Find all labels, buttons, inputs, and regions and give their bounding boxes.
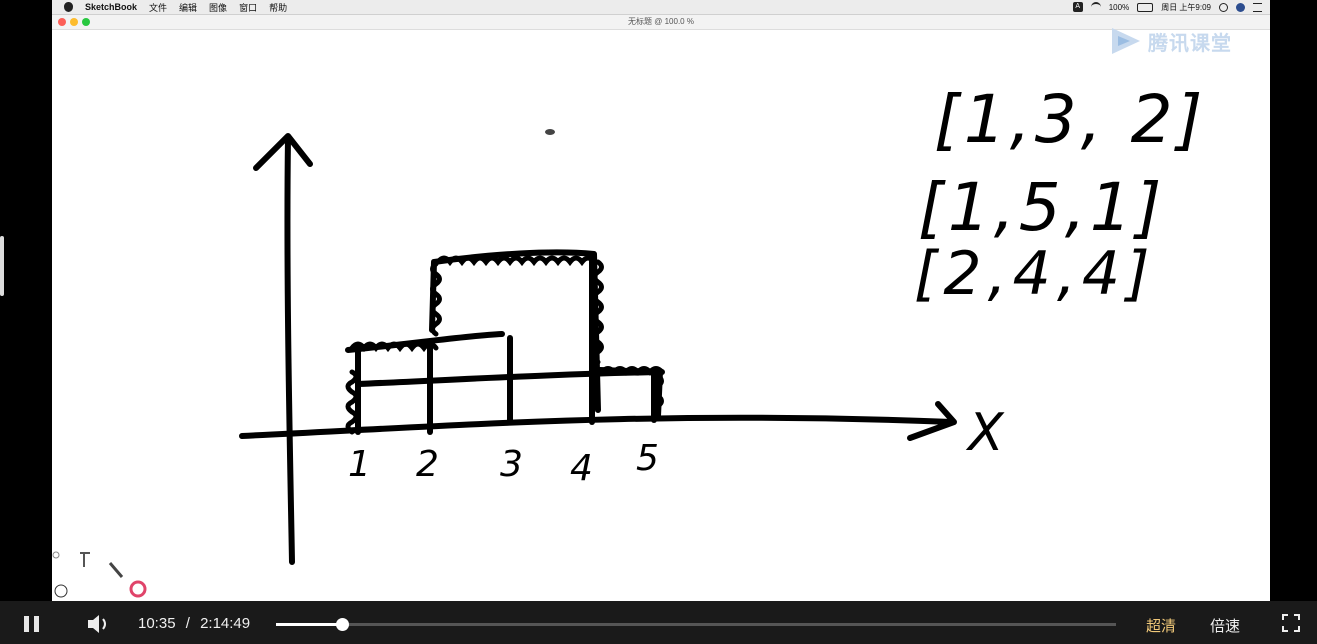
list-line-1: [1,3, 2] <box>934 81 1206 158</box>
spotlight-icon[interactable] <box>1219 2 1228 12</box>
apple-icon[interactable] <box>64 2 73 12</box>
progress-fill <box>276 623 342 626</box>
close-window-button[interactable] <box>58 18 66 26</box>
wifi-icon[interactable] <box>1090 2 1101 12</box>
pause-button[interactable] <box>24 616 40 632</box>
x-axis-arrowhead <box>907 401 957 441</box>
x-tick-label-1: 1 <box>348 444 371 485</box>
notification-center-icon[interactable] <box>1253 2 1262 12</box>
battery-icon[interactable] <box>1137 2 1154 12</box>
skyline-top1-squiggle <box>349 341 439 353</box>
sketchbook-lagoon-toolwheel[interactable] <box>52 545 162 601</box>
mac-menubar: SketchBook 文件 编辑 图像 窗口 帮助 A 100% 周日 上午9:… <box>52 0 1270 15</box>
menu-help[interactable]: 帮助 <box>269 2 288 13</box>
y-axis-arrowhead <box>253 133 313 171</box>
playback-time: 10:35 / 2:14:49 <box>138 615 250 632</box>
list-line-2: [1,5,1] <box>918 169 1165 246</box>
x-axis-line <box>239 414 955 439</box>
input-source-icon[interactable]: A <box>1072 2 1083 12</box>
zoom-window-button[interactable] <box>82 18 90 26</box>
skyline-rise-squiggle <box>430 261 442 337</box>
menu-image[interactable]: 图像 <box>209 2 228 13</box>
tencent-classroom-watermark: 腾讯课堂 <box>1108 26 1232 56</box>
toolwheel-icons <box>52 551 147 598</box>
x-axis-label: X <box>965 403 1005 463</box>
menu-window[interactable]: 窗口 <box>239 2 258 13</box>
app-menu[interactable]: SketchBook <box>85 2 138 12</box>
x-tick-label-5: 5 <box>636 438 659 479</box>
y-axis-line <box>284 135 295 565</box>
skyline-top3-squiggle <box>599 366 665 376</box>
window-title: 无标题 @ 100.0 % <box>628 17 694 26</box>
window-titlebar: 无标题 @ 100.0 % <box>52 15 1270 30</box>
skyline-drop-squiggle <box>592 259 604 365</box>
time-separator: / <box>185 615 190 632</box>
battery-percent: 100% <box>1108 2 1130 12</box>
sketch-canvas[interactable]: 1 2 3 4 5 X [1,3, 2] [1,5,1] [2,4,4] <box>52 30 1270 601</box>
skyline-end-squiggle <box>652 373 664 419</box>
watermark-text: 腾讯课堂 <box>1148 32 1232 55</box>
mac-screen: SketchBook 文件 编辑 图像 窗口 帮助 A 100% 周日 上午9:… <box>52 0 1270 601</box>
video-player-controls: 10:35 / 2:14:49 超清 倍速 <box>0 601 1317 644</box>
current-time: 10:35 <box>138 615 176 632</box>
menu-file[interactable]: 文件 <box>149 2 168 13</box>
list-line-3: [2,4,4] <box>914 239 1155 309</box>
x-tick-label-2: 2 <box>416 444 439 485</box>
menu-edit[interactable]: 编辑 <box>179 2 198 13</box>
clock[interactable]: 周日 上午9:09 <box>1161 2 1211 12</box>
play-logo-icon <box>1112 28 1140 54</box>
volume-icon[interactable] <box>86 613 112 635</box>
x-tick-label-3: 3 <box>500 444 523 485</box>
x-tick-label-4: 4 <box>570 448 593 489</box>
building-2-outline <box>429 249 601 413</box>
fullscreen-icon[interactable] <box>1282 614 1300 632</box>
total-time: 2:14:49 <box>200 615 251 632</box>
progress-bar[interactable] <box>276 618 1116 631</box>
user-icon[interactable] <box>1236 2 1245 12</box>
side-handle[interactable] <box>0 236 4 296</box>
building-1-top <box>345 331 505 353</box>
stray-ink-dot <box>545 129 555 135</box>
speed-button[interactable]: 倍速 <box>1210 618 1241 635</box>
progress-handle[interactable] <box>335 618 349 631</box>
minimize-window-button[interactable] <box>70 18 78 26</box>
skyline-left-squiggle <box>345 369 359 435</box>
quality-button[interactable]: 超清 <box>1146 618 1177 635</box>
skyline-top2-squiggle <box>435 255 597 267</box>
